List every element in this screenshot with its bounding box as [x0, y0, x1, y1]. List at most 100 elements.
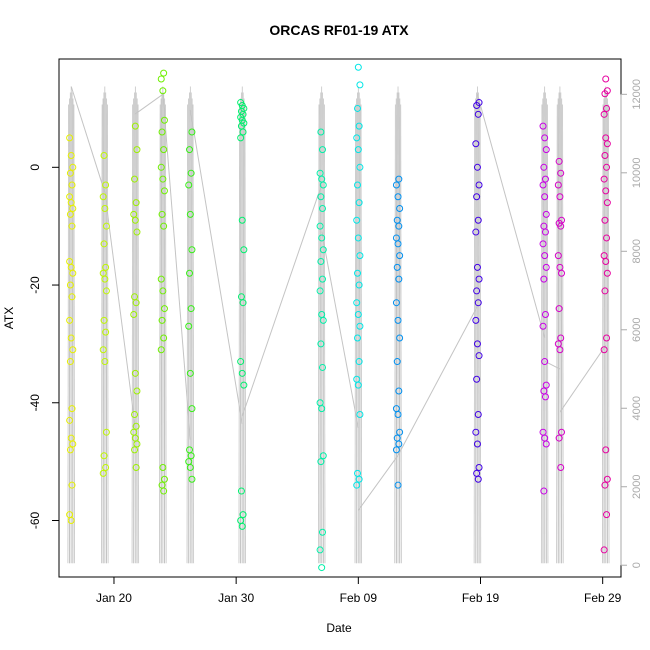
data-point	[355, 122, 363, 130]
data-point	[473, 163, 481, 171]
data-point	[160, 69, 168, 77]
altitude-trace	[189, 109, 243, 425]
data-point	[354, 310, 362, 318]
data-point	[240, 381, 248, 389]
altitude-trace	[67, 104, 69, 564]
altitude-trace	[354, 104, 357, 564]
data-point	[555, 157, 563, 165]
data-point	[316, 222, 324, 230]
altitude-trace	[69, 92, 71, 564]
data-point	[395, 175, 403, 183]
data-point	[159, 287, 167, 295]
data-point	[603, 334, 611, 342]
data-point	[472, 428, 480, 436]
data-point	[353, 481, 361, 489]
data-point	[160, 146, 168, 154]
data-point	[69, 205, 77, 213]
altitude-trace	[542, 92, 545, 564]
data-point	[158, 316, 166, 324]
data-point	[394, 240, 402, 248]
data-point	[66, 169, 74, 177]
data-point	[603, 234, 611, 242]
data-point	[188, 246, 196, 254]
data-point	[473, 287, 481, 295]
data-point	[186, 369, 194, 377]
data-point	[99, 346, 107, 354]
data-point	[101, 358, 109, 366]
x-tick-label: Feb 19	[462, 591, 500, 605]
data-point	[555, 305, 563, 313]
data-point	[355, 475, 363, 483]
data-point	[157, 275, 165, 283]
altitude-trace	[544, 360, 561, 370]
data-point	[354, 269, 362, 277]
data-point	[474, 299, 482, 307]
data-point	[67, 334, 75, 342]
data-point	[133, 440, 141, 448]
data-point	[541, 228, 549, 236]
altitude-trace	[104, 192, 136, 428]
data-point	[132, 199, 140, 207]
data-point	[473, 340, 481, 348]
data-point	[393, 358, 401, 366]
data-point	[68, 293, 76, 301]
data-point	[69, 269, 77, 277]
data-point	[101, 275, 109, 283]
data-point	[102, 222, 110, 230]
altitude-trace	[317, 104, 320, 564]
data-point	[318, 146, 326, 154]
data-point	[394, 481, 402, 489]
data-point	[557, 222, 565, 230]
data-point	[475, 352, 483, 360]
x-tick-label: Jan 20	[96, 591, 132, 605]
y2-tick-label: 0	[631, 562, 643, 568]
data-point	[160, 305, 168, 313]
data-point	[539, 122, 547, 130]
data-point	[542, 440, 550, 448]
altitude-trace	[477, 92, 480, 564]
data-point	[66, 416, 74, 424]
data-point	[130, 310, 138, 318]
y2-tick-label: 2000	[631, 475, 643, 499]
data-point	[188, 405, 196, 413]
data-point	[541, 252, 549, 260]
data-point	[541, 393, 549, 401]
altitude-trace	[321, 231, 359, 428]
y2-tick-label: 12000	[631, 79, 643, 110]
data-point	[319, 316, 327, 324]
data-point	[541, 134, 549, 142]
data-point	[555, 434, 563, 442]
data-point	[186, 464, 194, 472]
data-point	[66, 358, 74, 366]
data-point	[392, 299, 400, 307]
data-point	[102, 181, 110, 189]
data-point	[318, 405, 326, 413]
data-point	[159, 87, 167, 95]
data-point	[157, 75, 165, 83]
data-point	[188, 475, 196, 483]
data-point	[68, 222, 76, 230]
data-point	[540, 163, 548, 171]
data-point	[394, 411, 402, 419]
altitude-trace	[162, 94, 191, 440]
data-point	[238, 522, 246, 530]
data-point	[395, 222, 403, 230]
data-point	[100, 452, 108, 460]
data-point	[354, 334, 362, 342]
data-point	[133, 228, 141, 236]
data-point	[187, 169, 195, 177]
chart-title: ORCAS RF01-19 ATX	[269, 22, 409, 38]
y-tick-label: -60	[28, 511, 42, 529]
data-point	[131, 446, 139, 454]
data-point	[396, 428, 404, 436]
data-point	[354, 181, 362, 189]
plot-frame	[58, 58, 622, 578]
altitude-trace	[546, 104, 549, 564]
data-point	[539, 322, 547, 330]
data-point	[602, 187, 610, 195]
data-point	[66, 134, 74, 142]
altitude-trace	[357, 455, 399, 511]
data-point	[159, 464, 167, 472]
data-point	[603, 140, 611, 148]
